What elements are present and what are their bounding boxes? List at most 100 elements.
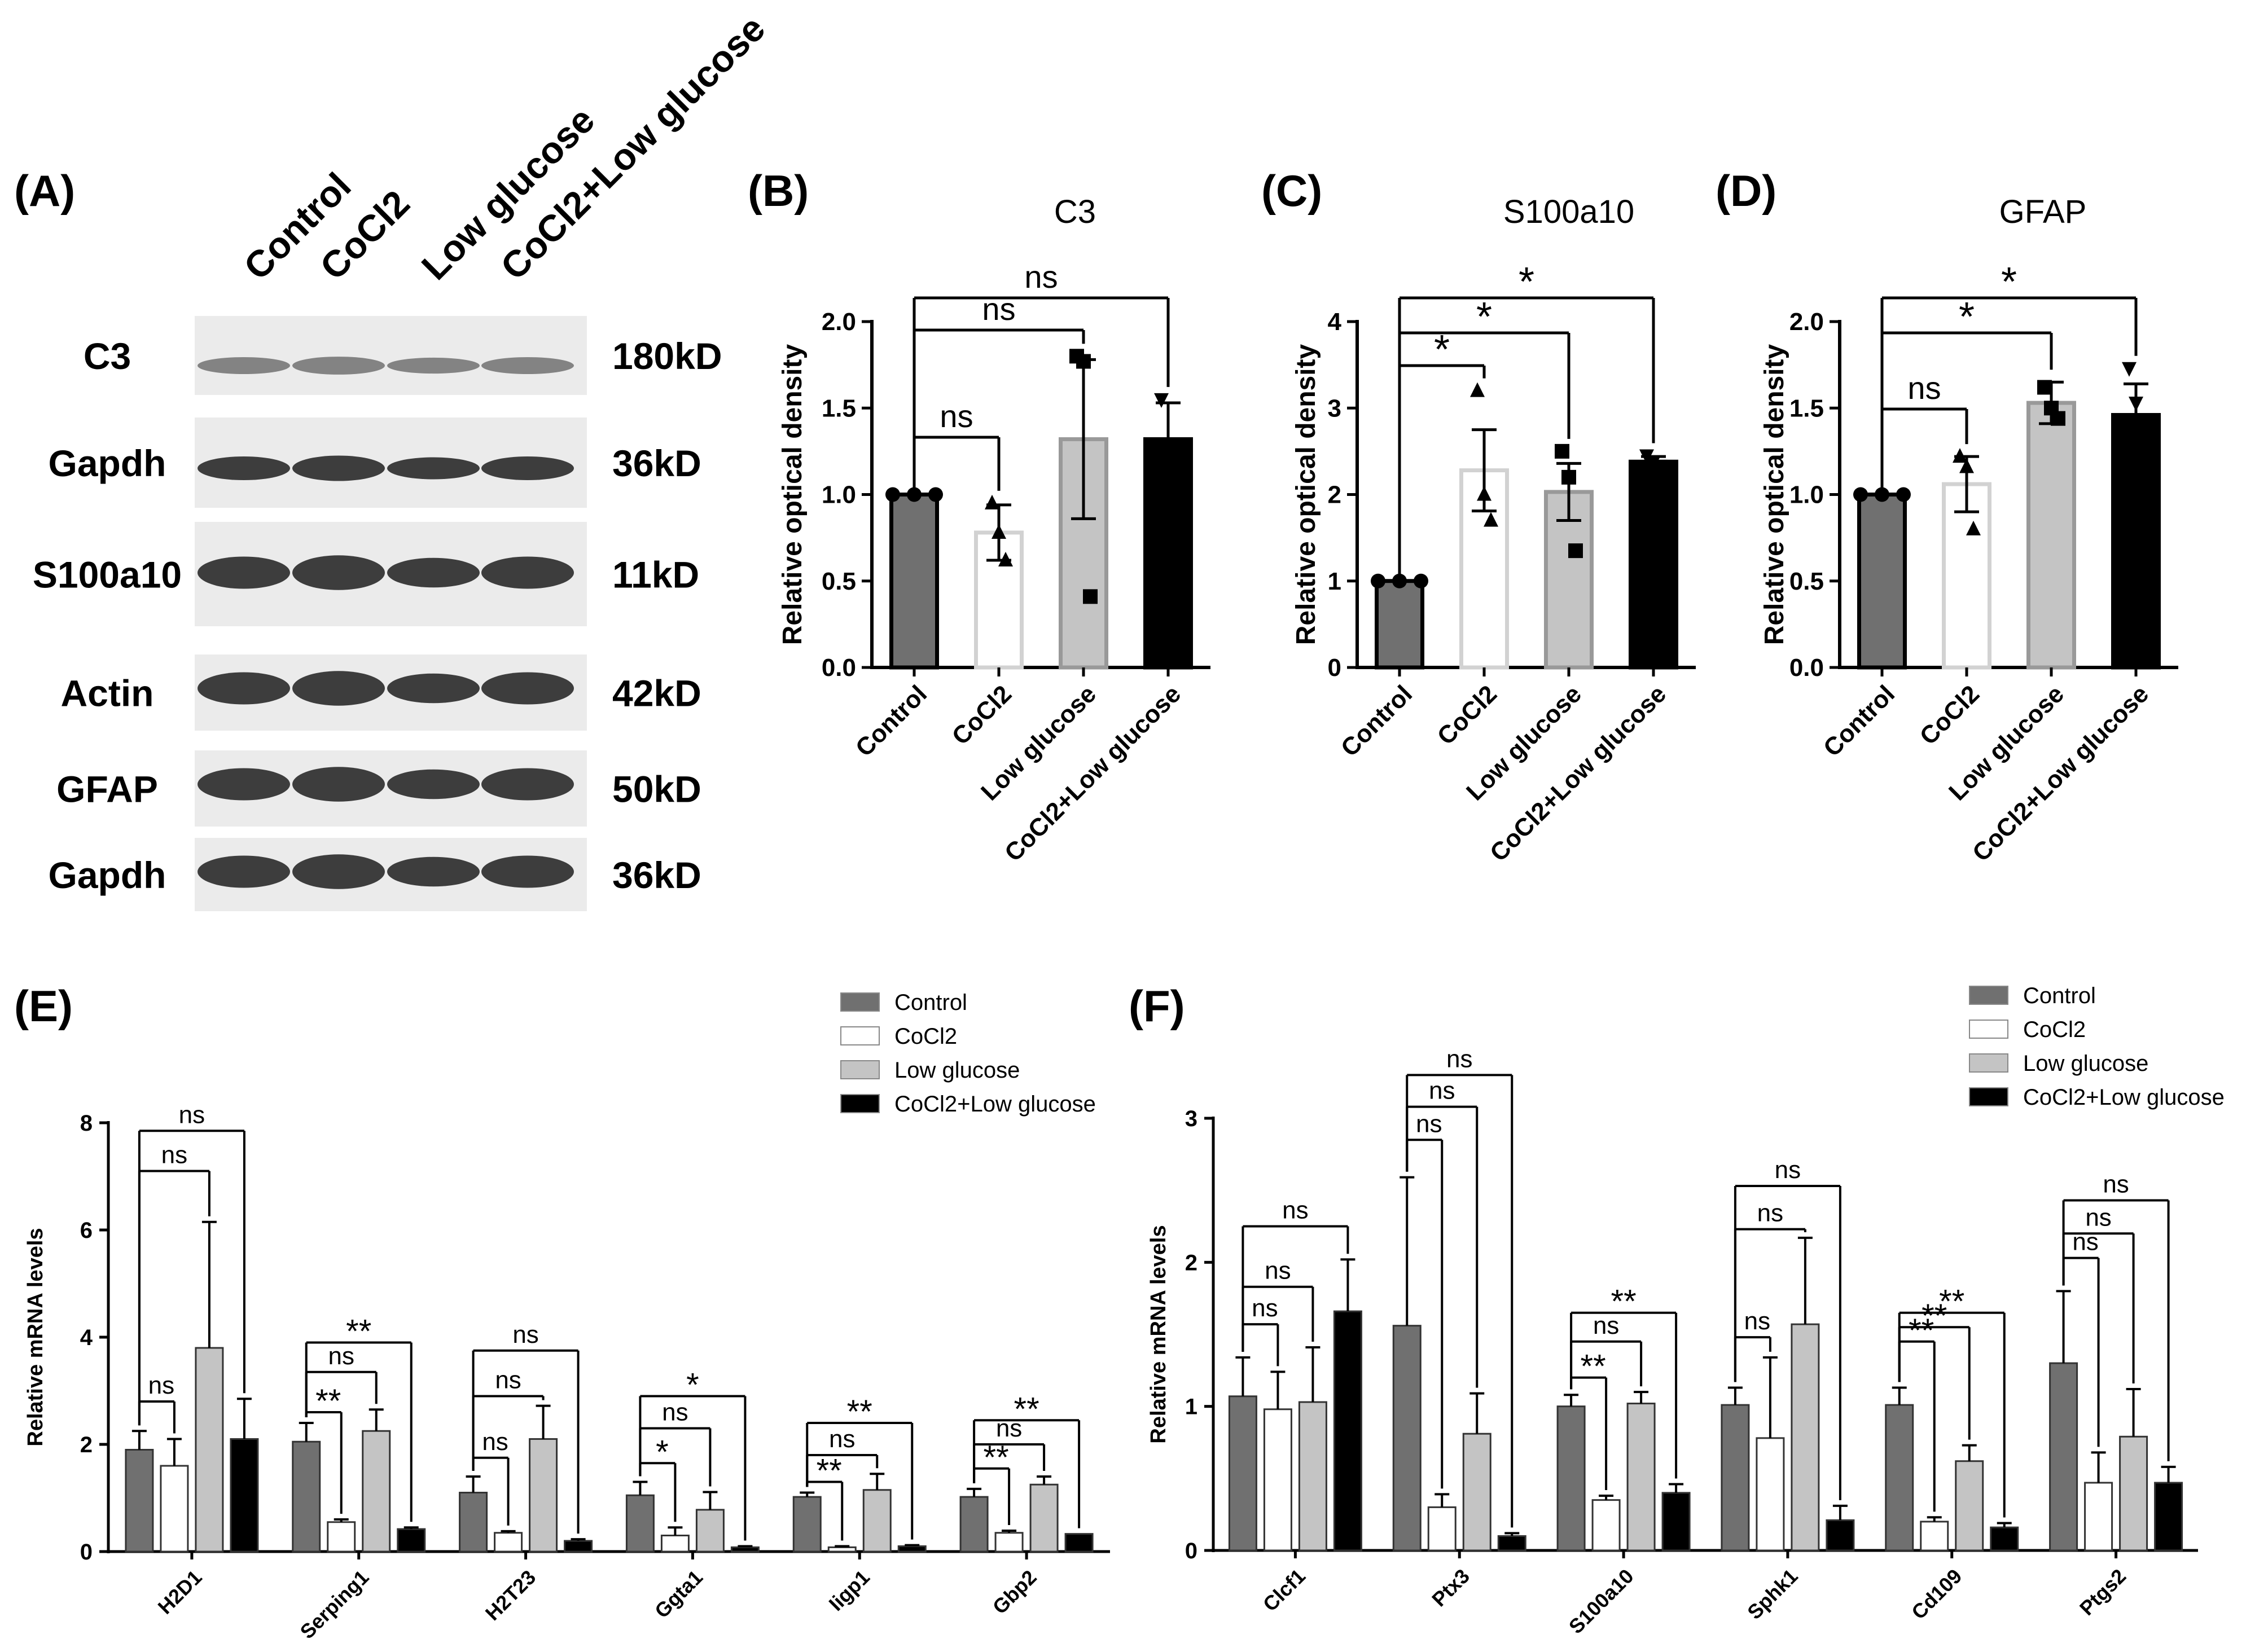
x-tick-label: H2T23	[481, 1566, 540, 1625]
x-tick-label: Gbp2	[988, 1566, 1041, 1619]
significance-label: *	[656, 1434, 669, 1470]
x-tick-label: Ptx3	[1427, 1565, 1474, 1611]
x-tick-label: Serping1	[295, 1566, 373, 1644]
x-tick-label: Control	[1336, 680, 1418, 762]
bar	[1064, 1533, 1094, 1553]
significance-label: ns	[982, 291, 1015, 327]
y-tick-label: 2	[80, 1433, 93, 1457]
significance-label: ns	[148, 1372, 174, 1399]
legend-label: Control	[2023, 983, 2096, 1008]
bar	[1556, 1405, 1586, 1552]
bar	[1497, 1535, 1526, 1552]
significance-label: ns	[1282, 1197, 1308, 1224]
data-point	[1470, 382, 1485, 397]
bar	[862, 1489, 892, 1553]
blot-size-label: 42kD	[612, 673, 701, 714]
data-point	[998, 552, 1013, 567]
significance-label: *	[1476, 295, 1492, 340]
data-point	[928, 487, 943, 502]
bar	[327, 1521, 356, 1553]
bar	[397, 1528, 426, 1553]
x-tick-label: Control	[850, 680, 932, 762]
y-axis-label: Relative mRNA levels	[24, 1228, 47, 1446]
legend-swatch	[1969, 1087, 2008, 1106]
x-tick-label: H2D1	[153, 1566, 206, 1619]
significance-label: **	[1909, 1312, 1934, 1349]
bar	[1791, 1323, 1820, 1552]
y-tick-label: 4	[80, 1325, 93, 1350]
y-tick-label: 0.0	[822, 654, 856, 682]
blot-size-label: 180kD	[612, 335, 722, 377]
bar	[994, 1532, 1024, 1553]
protein-band	[292, 854, 385, 889]
significance-label: *	[2001, 260, 2017, 305]
legend-label: CoCl2+Low glucose	[894, 1092, 1096, 1117]
data-point	[2129, 397, 2143, 412]
data-point	[1477, 486, 1491, 501]
significance-label: **	[847, 1394, 872, 1430]
legend-label: Low glucose	[894, 1058, 1020, 1083]
panel-label: (F)	[1129, 981, 1185, 1031]
panel-label: (C)	[1261, 166, 1322, 216]
data-point	[2051, 411, 2065, 426]
bar	[459, 1492, 488, 1553]
y-axis-label: Relative mRNA levels	[1147, 1225, 1170, 1443]
blot-protein-label: GFAP	[56, 768, 158, 810]
bar	[1427, 1506, 1457, 1552]
significance-label: ns	[482, 1428, 508, 1456]
y-tick-label: 0.5	[822, 568, 856, 595]
bar	[195, 1347, 224, 1553]
significance-label: **	[1611, 1284, 1637, 1320]
bar	[1885, 1404, 1914, 1552]
legend-label: CoCl2	[2023, 1017, 2086, 1042]
bar	[792, 1496, 822, 1553]
bar	[529, 1438, 558, 1553]
protein-band	[387, 856, 480, 887]
bar	[2111, 413, 2161, 670]
y-tick-label: 0	[80, 1540, 93, 1565]
bar	[1462, 1433, 1491, 1552]
significance-label: ns	[1416, 1110, 1442, 1137]
legend-label: CoCl2	[894, 1024, 957, 1049]
significance-label: ns	[996, 1414, 1022, 1442]
bar	[1228, 1395, 1257, 1552]
panel-a-label: (A)	[14, 166, 75, 216]
y-tick-label: 3	[1328, 394, 1341, 422]
y-tick-label: 6	[80, 1218, 93, 1243]
bar	[1955, 1460, 1984, 1552]
bar	[1826, 1519, 1855, 1552]
protein-band	[292, 455, 385, 481]
significance-label: ns	[1775, 1156, 1801, 1184]
bar	[1990, 1526, 2019, 1552]
protein-band	[292, 767, 385, 802]
bar	[1920, 1521, 1949, 1552]
protein-band	[481, 357, 574, 374]
bar	[2084, 1482, 2113, 1552]
protein-band	[198, 768, 290, 801]
data-point	[1076, 354, 1091, 369]
blot-size-label: 36kD	[612, 854, 701, 896]
y-tick-label: 1.5	[1789, 394, 1824, 422]
data-point	[1555, 443, 1569, 459]
legend-swatch	[840, 1060, 880, 1079]
bar	[292, 1440, 321, 1553]
blot-protein-label: Gapdh	[49, 442, 166, 484]
data-point	[1639, 449, 1654, 464]
significance-label: ns	[1907, 370, 1941, 406]
bar	[695, 1509, 725, 1553]
significance-label: ns	[1593, 1312, 1619, 1339]
bar	[1263, 1408, 1292, 1552]
bar	[625, 1494, 655, 1553]
legend-swatch	[1969, 1053, 2008, 1073]
y-tick-label: 0	[1185, 1539, 1197, 1563]
blot-protein-label: Actin	[61, 673, 154, 714]
data-point	[885, 487, 900, 502]
legend-swatch	[1969, 1020, 2008, 1039]
y-tick-label: 1.0	[822, 481, 856, 509]
data-point	[1653, 459, 1668, 474]
protein-band	[481, 768, 574, 801]
data-point	[1959, 458, 1974, 473]
protein-band	[481, 855, 574, 888]
significance-label: ns	[495, 1367, 521, 1394]
protein-band	[292, 357, 385, 375]
